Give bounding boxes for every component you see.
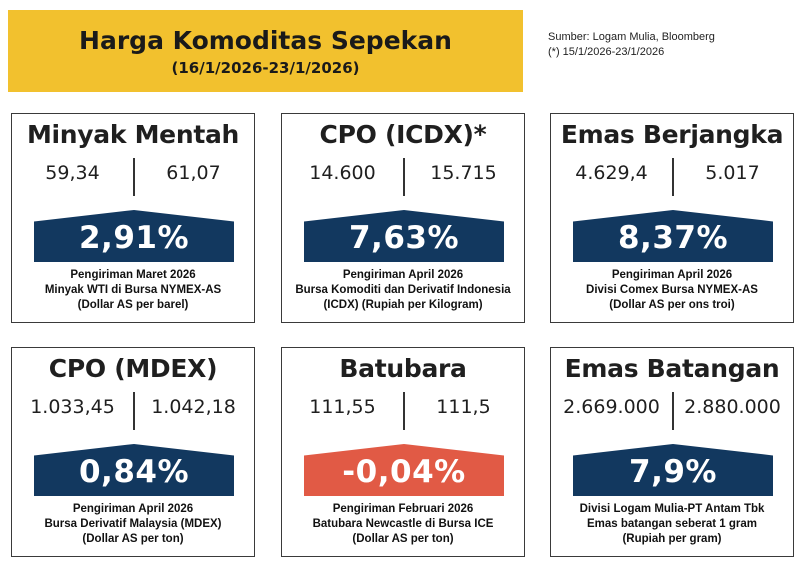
header-banner: Harga Komoditas Sepekan (16/1/2026-23/1/… xyxy=(8,10,523,92)
date-range: (16/1/2026-23/1/2026) xyxy=(171,59,360,77)
note-line: Emas batangan seberat 1 gram xyxy=(586,518,757,530)
price-previous: 2.669.000 xyxy=(563,396,660,418)
contract-notes: Pengiriman Maret 2026 Minyak WTI di Burs… xyxy=(12,268,254,313)
note-line: (Dollar AS per ton) xyxy=(352,533,454,545)
commodity-title: CPO (MDEX) xyxy=(48,354,218,383)
source-note: Sumber: Logam Mulia, Bloomberg (*) 15/1/… xyxy=(548,30,715,60)
price-previous: 111,55 xyxy=(309,396,376,418)
change-percent: 7,63% xyxy=(348,220,460,256)
price-divider xyxy=(403,392,405,430)
price-row: 111,55 111,5 xyxy=(282,392,524,430)
commodity-title: CPO (ICDX)* xyxy=(319,120,487,149)
commodity-title: Emas Batangan xyxy=(564,354,780,383)
change-percent: 2,91% xyxy=(78,220,190,256)
note-line: (Dollar AS per barel) xyxy=(77,299,189,311)
change-percent: 0,84% xyxy=(78,454,190,490)
commodity-title: Batubara xyxy=(339,354,467,383)
price-previous: 1.033,45 xyxy=(30,396,115,418)
note-line: Pengiriman Maret 2026 xyxy=(70,269,196,281)
price-current: 15.715 xyxy=(430,162,497,184)
note-line: (Rupiah per gram) xyxy=(622,533,722,545)
note-line: Divisi Logam Mulia-PT Antam Tbk xyxy=(579,503,765,515)
change-percent: 7,9% xyxy=(629,454,717,490)
note-line: Pengiriman April 2026 xyxy=(342,269,464,281)
note-line: Bursa Komoditi dan Derivatif Indonesia xyxy=(295,284,511,296)
note-line: (ICDX) (Rupiah per Kilogram) xyxy=(323,299,483,311)
change-badge: 0,84% xyxy=(34,444,234,496)
note-line: Bursa Derivatif Malaysia (MDEX) xyxy=(44,518,222,530)
note-line: Divisi Comex Bursa NYMEX-AS xyxy=(586,284,758,296)
price-divider xyxy=(672,392,674,430)
price-divider xyxy=(133,158,135,196)
note-line: Minyak WTI di Bursa NYMEX-AS xyxy=(44,284,222,296)
source-date-note: (*) 15/1/2026-23/1/2026 xyxy=(548,46,665,58)
change-percent: 8,37% xyxy=(617,220,729,256)
note-line: Pengiriman Februari 2026 xyxy=(332,503,474,515)
price-row: 59,34 61,07 xyxy=(12,158,254,196)
price-row: 1.033,45 1.042,18 xyxy=(12,392,254,430)
page-title: Harga Komoditas Sepekan xyxy=(79,26,452,55)
commodity-card: CPO (MDEX) 1.033,45 1.042,18 0,84% Pengi… xyxy=(11,347,255,557)
commodity-card: Batubara 111,55 111,5 -0,04% Pengiriman … xyxy=(281,347,525,557)
commodity-title: Minyak Mentah xyxy=(26,120,240,149)
commodity-card: Emas Batangan 2.669.000 2.880.000 7,9% D… xyxy=(550,347,794,557)
price-row: 2.669.000 2.880.000 xyxy=(551,392,793,430)
price-divider xyxy=(672,158,674,196)
commodity-card: CPO (ICDX)* 14.600 15.715 7,63% Pengirim… xyxy=(281,113,525,323)
price-previous: 14.600 xyxy=(309,162,376,184)
price-divider xyxy=(133,392,135,430)
price-row: 14.600 15.715 xyxy=(282,158,524,196)
commodity-card: Emas Berjangka 4.629,4 5.017 8,37% Pengi… xyxy=(550,113,794,323)
contract-notes: Divisi Logam Mulia-PT Antam Tbk Emas bat… xyxy=(551,502,793,547)
price-current: 111,5 xyxy=(436,396,491,418)
note-line: Pengiriman April 2026 xyxy=(611,269,733,281)
price-current: 2.880.000 xyxy=(684,396,781,418)
contract-notes: Pengiriman April 2026 Divisi Comex Bursa… xyxy=(551,268,793,313)
price-previous: 4.629,4 xyxy=(575,162,648,184)
price-current: 1.042,18 xyxy=(151,396,236,418)
change-badge: 8,37% xyxy=(573,210,773,262)
change-badge: 7,63% xyxy=(304,210,504,262)
price-divider xyxy=(403,158,405,196)
commodity-title: Emas Berjangka xyxy=(560,120,784,149)
change-badge: 2,91% xyxy=(34,210,234,262)
price-previous: 59,34 xyxy=(45,162,100,184)
contract-notes: Pengiriman April 2026 Bursa Derivatif Ma… xyxy=(12,502,254,547)
price-row: 4.629,4 5.017 xyxy=(551,158,793,196)
commodity-card: Minyak Mentah 59,34 61,07 2,91% Pengirim… xyxy=(11,113,255,323)
note-line: Pengiriman April 2026 xyxy=(72,503,194,515)
change-badge: -0,04% xyxy=(304,444,504,496)
contract-notes: Pengiriman Februari 2026 Batubara Newcas… xyxy=(282,502,524,547)
note-line: (Dollar AS per ons troi) xyxy=(609,299,735,311)
change-percent: -0,04% xyxy=(342,454,466,490)
contract-notes: Pengiriman April 2026 Bursa Komoditi dan… xyxy=(282,268,524,313)
price-current: 61,07 xyxy=(166,162,221,184)
change-badge: 7,9% xyxy=(573,444,773,496)
note-line: Batubara Newcastle di Bursa ICE xyxy=(312,518,494,530)
price-current: 5.017 xyxy=(705,162,760,184)
note-line: (Dollar AS per ton) xyxy=(82,533,184,545)
source-line: Sumber: Logam Mulia, Bloomberg xyxy=(548,31,715,43)
